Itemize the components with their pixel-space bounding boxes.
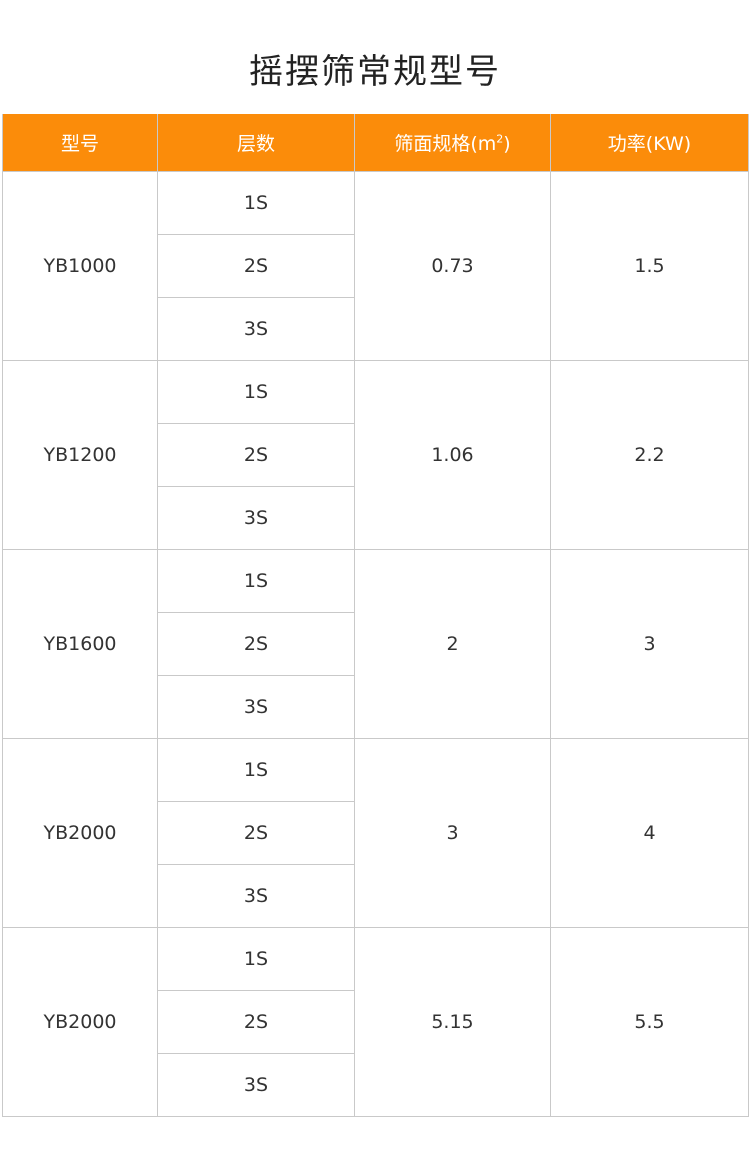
power-cell: 4 <box>550 738 749 928</box>
header-power: 功率(KW) <box>550 114 749 172</box>
layer-cell: 3S <box>157 675 355 739</box>
model-cell: YB1200 <box>2 360 158 550</box>
header-layers: 层数 <box>157 114 355 172</box>
layer-cell: 1S <box>157 171 355 235</box>
table-row: 3S <box>3 1053 749 1117</box>
model-cell: YB2000 <box>2 927 158 1117</box>
table-row: 3S <box>3 864 749 928</box>
power-cell: 1.5 <box>550 171 749 361</box>
table-row: YB2000 1S 5.15 5.5 <box>2 927 749 1117</box>
table-row: 3S <box>3 297 749 361</box>
layer-cell: 3S <box>157 1053 355 1117</box>
power-cell: 3 <box>550 549 749 739</box>
layer-cell: 3S <box>157 864 355 928</box>
area-cell: 2 <box>354 549 551 739</box>
header-area-sup: 2 <box>496 132 504 146</box>
layer-cell: 2S <box>157 801 355 865</box>
table-row: 2S <box>3 990 749 1054</box>
header-model: 型号 <box>2 114 158 172</box>
model-cell: YB1600 <box>2 549 158 739</box>
layer-cell: 1S <box>157 549 355 613</box>
page-title: 摇摆筛常规型号 <box>249 52 501 92</box>
header-area: 筛面规格(m2) <box>354 114 551 172</box>
model-cell: YB1000 <box>2 171 158 361</box>
table-row: 3S <box>3 486 749 550</box>
layer-cell: 3S <box>157 486 355 550</box>
area-cell: 3 <box>354 738 551 928</box>
layer-cell: 1S <box>157 927 355 991</box>
table-row: YB1200 1S 1.06 2.2 <box>2 360 749 550</box>
table-row: 3S <box>3 675 749 739</box>
area-cell: 5.15 <box>354 927 551 1117</box>
table-row: YB2000 1S 3 4 <box>2 738 749 928</box>
layer-cell: 2S <box>157 423 355 487</box>
header-area-text: 筛面规格(m <box>394 133 497 155</box>
layer-cell: 2S <box>157 612 355 676</box>
power-cell: 2.2 <box>550 360 749 550</box>
area-cell: 0.73 <box>354 171 551 361</box>
table-row: 2S <box>3 234 749 298</box>
spec-table: 型号 层数 筛面规格(m2) 功率(KW) YB1000 1S 0.73 1.5 2S 3… <box>2 114 749 1117</box>
layer-cell: 1S <box>157 738 355 802</box>
model-cell: YB2000 <box>2 738 158 928</box>
table-row: YB1000 1S 0.73 1.5 <box>2 171 749 361</box>
layer-cell: 3S <box>157 297 355 361</box>
table-header: 型号 层数 筛面规格(m2) 功率(KW) <box>2 114 749 172</box>
area-cell: 1.06 <box>354 360 551 550</box>
layer-cell: 2S <box>157 990 355 1054</box>
table-row: YB1600 1S 2 3 <box>2 549 749 739</box>
table-row: 2S <box>3 612 749 676</box>
table-row: 2S <box>3 423 749 487</box>
layer-cell: 2S <box>157 234 355 298</box>
layer-cell: 1S <box>157 360 355 424</box>
table-row: 2S <box>3 801 749 865</box>
header-area-close: ) <box>503 133 511 155</box>
power-cell: 5.5 <box>550 927 749 1117</box>
